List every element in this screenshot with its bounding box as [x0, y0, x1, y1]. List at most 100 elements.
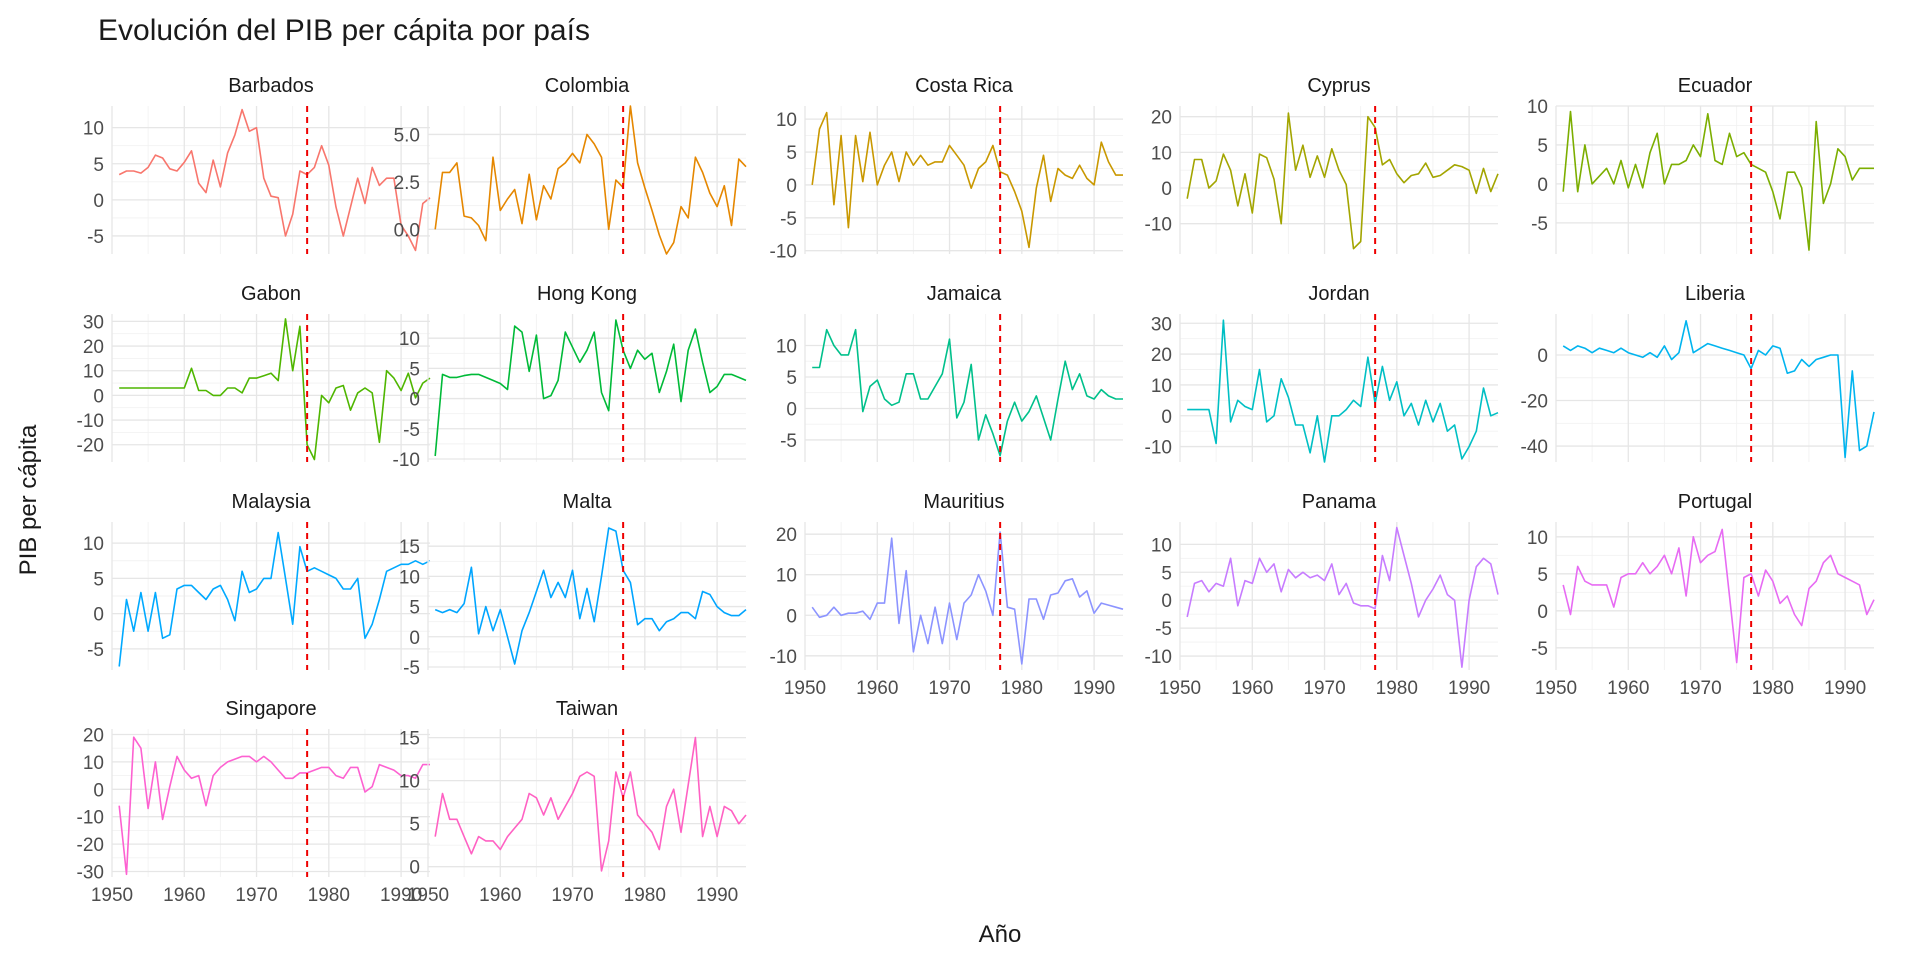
y-tick-label: 10 [1151, 535, 1172, 556]
panel-malaysia: Malaysia -5 0 5 10 [83, 491, 431, 670]
series-line-gabon [119, 318, 431, 461]
series-line-portugal [1562, 528, 1875, 664]
series-line-panama [1186, 526, 1499, 669]
y-tick-label: 5 [786, 143, 797, 164]
y-tick-label: -20 [77, 436, 104, 457]
y-tick-label: -10 [393, 450, 420, 471]
x-tick-label: 1980 [308, 885, 350, 906]
panel-gabon: Gabon -20 -10 0 10 20 30 [77, 283, 431, 462]
y-tick-label: 10 [83, 534, 104, 555]
y-tick-label: 10 [1527, 528, 1548, 549]
y-tick-label: 10 [1151, 376, 1172, 397]
strip-label-portugal: Portugal [1678, 491, 1753, 513]
strip-label-costa-rica: Costa Rica [915, 75, 1014, 97]
y-tick-label: 5 [1537, 565, 1548, 586]
y-tick-label: 10 [399, 329, 420, 350]
x-tick-label: 1950 [91, 885, 133, 906]
y-tick-label: 10 [776, 110, 797, 131]
panel-portugal: Portugal -5 0 5 10 1950 1960 1970 1980 1990 [1527, 491, 1875, 699]
y-tick-label: -5 [780, 431, 797, 452]
x-tick-label: 1980 [1001, 678, 1043, 699]
panel-jordan: Jordan -10 0 10 20 30 [1145, 283, 1499, 463]
y-tick-label: 0 [409, 858, 420, 879]
y-tick-label: 10 [399, 567, 420, 588]
y-tick-label: 20 [1151, 108, 1172, 129]
y-tick-label: 0 [93, 605, 104, 626]
y-tick-label: 5 [409, 598, 420, 619]
y-tick-label: 0.0 [394, 220, 420, 241]
y-tick-label: 10 [83, 753, 104, 774]
series-line-colombia [434, 105, 747, 255]
y-tick-label: 5.0 [394, 125, 420, 146]
y-tick-label: 0 [1161, 179, 1172, 200]
series-line-malta [434, 527, 747, 665]
series-line-cyprus [1186, 112, 1499, 250]
y-tick-label: -10 [770, 647, 797, 668]
y-tick-label: 10 [1151, 143, 1172, 164]
y-tick-label: 0 [409, 628, 420, 649]
y-tick-label: 10 [83, 119, 104, 140]
strip-label-singapore: Singapore [225, 698, 316, 720]
y-tick-label: 0 [93, 191, 104, 212]
x-tick-label: 1950 [407, 885, 449, 906]
panel-panama: Panama -10 -5 0 5 10 1950 1960 1970 1980 1990 [1145, 491, 1499, 699]
panel-mauritius: Mauritius -10 0 10 20 1950 1960 1970 1980 1990 [770, 491, 1124, 699]
y-tick-label: 0 [1537, 346, 1548, 367]
y-tick-label: -10 [1145, 215, 1172, 236]
y-tick-label: 5 [409, 815, 420, 836]
panel-taiwan: Taiwan 0 5 10 15 1950 1960 1970 1980 1990 [399, 698, 747, 906]
y-tick-label: 15 [399, 729, 420, 750]
y-tick-label: 0 [1537, 175, 1548, 196]
y-tick-label: -5 [87, 227, 104, 248]
chart-title: Evolución del PIB per cápita por país [98, 14, 590, 47]
strip-label-gabon: Gabon [241, 283, 301, 305]
series-line-costa-rica [811, 111, 1123, 249]
strip-label-jamaica: Jamaica [927, 283, 1002, 305]
y-tick-label: -5 [403, 658, 420, 679]
x-tick-label: 1950 [1159, 678, 1201, 699]
x-axis-title: Año [979, 921, 1022, 948]
x-tick-label: 1990 [696, 885, 738, 906]
y-tick-label: 2.5 [394, 173, 420, 194]
series-line-liberia [1562, 319, 1875, 459]
strip-label-jordan: Jordan [1308, 283, 1369, 305]
y-tick-label: 10 [776, 336, 797, 357]
x-tick-label: 1960 [856, 678, 898, 699]
y-tick-label: 0 [1537, 602, 1548, 623]
y-tick-label: 0 [1161, 407, 1172, 428]
y-tick-label: -10 [1145, 647, 1172, 668]
y-tick-label: 5 [1537, 136, 1548, 157]
y-tick-label: 10 [776, 566, 797, 587]
series-line-mauritius [811, 531, 1124, 665]
x-tick-label: 1960 [1607, 678, 1649, 699]
x-tick-label: 1960 [479, 885, 521, 906]
y-tick-label: -20 [77, 835, 104, 856]
y-tick-label: 0 [93, 780, 104, 801]
strip-label-cyprus: Cyprus [1307, 75, 1370, 97]
strip-label-barbados: Barbados [228, 75, 314, 97]
y-tick-label: -5 [87, 640, 104, 661]
strip-label-taiwan: Taiwan [556, 698, 618, 720]
y-tick-label: -10 [770, 242, 797, 263]
y-tick-label: -10 [1145, 438, 1172, 459]
y-tick-label: 20 [1151, 345, 1172, 366]
x-tick-label: 1970 [1679, 678, 1721, 699]
y-tick-label: 0 [93, 386, 104, 407]
strip-label-ecuador: Ecuador [1678, 75, 1753, 97]
x-tick-label: 1980 [1752, 678, 1794, 699]
y-tick-label: 20 [83, 725, 104, 746]
x-tick-label: 1970 [928, 678, 970, 699]
x-tick-label: 1970 [551, 885, 593, 906]
series-line-singapore [118, 736, 430, 876]
strip-label-malaysia: Malaysia [232, 491, 312, 513]
y-tick-label: 5 [93, 155, 104, 176]
x-tick-label: 1950 [1535, 678, 1577, 699]
x-tick-label: 1960 [163, 885, 205, 906]
y-tick-label: 5 [409, 359, 420, 380]
y-tick-label: -10 [77, 411, 104, 432]
x-tick-label: 1980 [624, 885, 666, 906]
series-line-jordan [1187, 319, 1499, 463]
x-tick-label: 1960 [1231, 678, 1273, 699]
x-tick-label: 1970 [1303, 678, 1345, 699]
